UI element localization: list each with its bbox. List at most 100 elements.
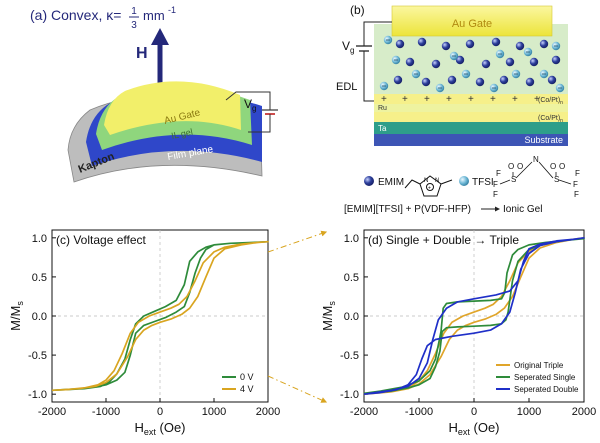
svg-text:+: + xyxy=(381,94,387,105)
substrate-label: Substrate xyxy=(524,135,563,145)
emim-ion-10 xyxy=(481,59,491,69)
co-pt-top-label: (Co/Pt)n xyxy=(538,97,563,106)
chart-d: -2000 -1000 0 1000 2000 -1.0 -0.5 0.0 0.5 1.0 (d) … xyxy=(320,229,596,437)
y-axis-label: M/Ms xyxy=(320,301,337,331)
gel-recipe-text: [EMIM][TFSI] + P(VDF-HFP) xyxy=(344,204,471,215)
plus-signs: + + + + + + + + xyxy=(381,94,540,105)
svg-text:O: O xyxy=(559,162,565,171)
x-tick-label-2000: 2000 xyxy=(256,406,280,418)
svg-text:+: + xyxy=(428,186,431,192)
svg-text:+: + xyxy=(512,94,518,105)
svg-text:F: F xyxy=(496,169,501,178)
emim-ion-17 xyxy=(475,77,485,87)
y-tick-label-1: 1.0 xyxy=(344,233,359,245)
svg-text:O: O xyxy=(550,162,556,171)
emim-molecule-drawing: + N N xyxy=(404,175,453,197)
emim-ion-9 xyxy=(455,55,465,65)
legend-label-1: 4 V xyxy=(240,384,254,394)
connector-arrow-bottom xyxy=(267,375,328,403)
emim-ion-5 xyxy=(515,41,525,51)
emim-ion-13 xyxy=(551,55,561,65)
x-tick-label--2000: -2000 xyxy=(350,406,378,418)
y-tick-label--1: -1.0 xyxy=(340,389,359,401)
au-gate-layer xyxy=(104,81,241,135)
il-gel-label: IL gel xyxy=(170,127,193,141)
emim-ion-2 xyxy=(441,41,451,51)
emim-ion-11 xyxy=(505,57,515,67)
panel-b-label: (b) xyxy=(350,3,365,17)
au-gate-block xyxy=(391,5,553,37)
svg-text:N: N xyxy=(533,155,539,164)
chart-c: -2000 -1000 0 1000 2000 -1.0 -0.5 0.0 0.5 1.0 (c) … xyxy=(8,229,280,437)
emim-ion-0 xyxy=(395,39,405,49)
vg-wire-bottom xyxy=(248,114,271,133)
svg-text:+: + xyxy=(446,94,452,105)
kappa-unit: mm xyxy=(143,8,165,23)
y-axis-label: M/Ms xyxy=(8,301,25,331)
tfsi-legend-ball xyxy=(459,176,469,186)
x-tick-label-0: 0 xyxy=(157,406,163,418)
kappa-exponent: -1 xyxy=(168,5,176,15)
series-line-4-v xyxy=(51,240,269,392)
y-tick-label--1: -1.0 xyxy=(28,389,47,401)
panel-label: (d) Single + Double → Triple xyxy=(368,233,519,247)
gel-recipe-result: Ionic Gel xyxy=(503,204,542,215)
co-pt-bottom-label: (Co/Pt)n xyxy=(538,115,563,124)
x-tick-label-1000: 1000 xyxy=(202,406,226,418)
svg-text:N: N xyxy=(435,178,439,184)
ta-layer xyxy=(374,122,568,134)
svg-text:F: F xyxy=(573,180,578,189)
ions-group xyxy=(379,35,565,93)
svg-text:N: N xyxy=(424,178,428,184)
emim-ion-20 xyxy=(547,75,557,85)
x-tick-label--2000: -2000 xyxy=(38,406,66,418)
svg-text:O: O xyxy=(508,162,514,171)
y-tick-label-0.5: 0.5 xyxy=(32,272,47,284)
panel-a: (a) Convex, κ= 1 3 mm -1 H Kapton Film p… xyxy=(30,5,278,183)
emim-ion-3 xyxy=(465,39,475,49)
vg-wire-b-top xyxy=(363,21,392,46)
emim-ion-1 xyxy=(417,37,427,47)
x-tick-label-0: 0 xyxy=(471,406,477,418)
vg-wire-b-bottom xyxy=(363,51,374,102)
tfsi-legend-label: TFSI xyxy=(472,177,494,188)
legend-label-2: Seperated Double xyxy=(514,385,579,394)
y-tick-label--0.5: -0.5 xyxy=(340,350,359,362)
x-tick-label--1000: -1000 xyxy=(92,406,120,418)
y-tick-label-1: 1.0 xyxy=(32,233,47,245)
y-tick-label--0.5: -0.5 xyxy=(28,350,47,362)
emim-ion-14 xyxy=(393,75,403,85)
substrate-layer xyxy=(374,134,568,146)
panel-label: (c) Voltage effect xyxy=(56,233,146,247)
field-label: H xyxy=(136,45,148,62)
emim-ion-4 xyxy=(491,37,501,47)
kappa-denominator: 3 xyxy=(131,20,137,31)
svg-text:F: F xyxy=(574,190,579,199)
svg-text:+: + xyxy=(424,94,430,105)
kappa-numerator: 1 xyxy=(131,6,137,17)
x-tick-label--1000: -1000 xyxy=(405,406,433,418)
emim-ion-12 xyxy=(529,57,539,67)
emim-ion-15 xyxy=(421,77,431,87)
emim-legend-label: EMIM xyxy=(378,177,404,188)
y-tick-label-0.5: 0.5 xyxy=(344,272,359,284)
connector-arrow-top xyxy=(267,230,328,253)
svg-text:+: + xyxy=(490,94,496,105)
emim-legend-ball xyxy=(364,176,374,186)
emim-ion-18 xyxy=(499,75,509,85)
field-arrow-head xyxy=(151,28,169,45)
vg-wire-top xyxy=(225,91,271,110)
svg-text:F: F xyxy=(493,190,498,199)
svg-text:F: F xyxy=(575,169,580,178)
ta-label: Ta xyxy=(378,124,387,133)
panel-a-title: (a) Convex, κ= xyxy=(30,7,121,23)
emim-ion-19 xyxy=(525,77,535,87)
x-axis-label: Hext (Oe) xyxy=(448,420,499,437)
emim-ion-6 xyxy=(539,39,549,49)
ru-label: Ru xyxy=(378,105,387,112)
legend-label-0: 0 V xyxy=(240,372,254,382)
panel-b: (b) Au Gate + + + + + + + + Ru (Co/Pt)n (Co/P… xyxy=(336,3,580,215)
y-tick-label-0: 0.0 xyxy=(32,311,47,323)
co-pt-top-layer xyxy=(374,94,568,104)
